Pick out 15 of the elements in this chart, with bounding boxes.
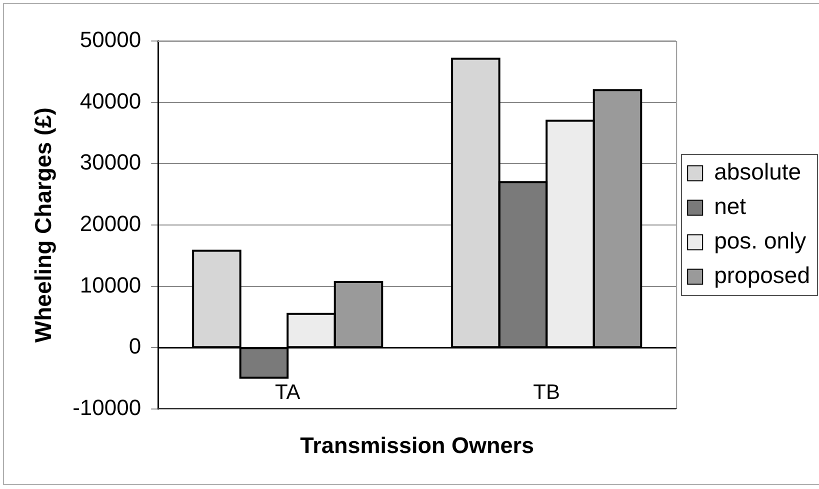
legend-label: proposed bbox=[714, 262, 810, 288]
y-tick-label: 30000 bbox=[80, 150, 142, 175]
legend-label: net bbox=[714, 193, 747, 220]
legend-label: absolute bbox=[714, 158, 802, 185]
x-axis-title: Transmission Owners bbox=[300, 433, 534, 458]
y-tick-label: 10000 bbox=[80, 272, 142, 298]
x-tick-label: TA bbox=[274, 381, 300, 404]
y-tick-label: 40000 bbox=[80, 88, 142, 114]
y-tick-label: -10000 bbox=[72, 395, 142, 420]
legend-label: pos. only bbox=[714, 228, 807, 254]
y-axis-title: Wheeling Charges (£) bbox=[30, 107, 56, 343]
y-tick-label: 50000 bbox=[80, 27, 142, 52]
x-tick-label: TB bbox=[533, 381, 560, 404]
y-tick-label: 20000 bbox=[80, 211, 142, 236]
y-tick-label: 0 bbox=[128, 334, 142, 359]
